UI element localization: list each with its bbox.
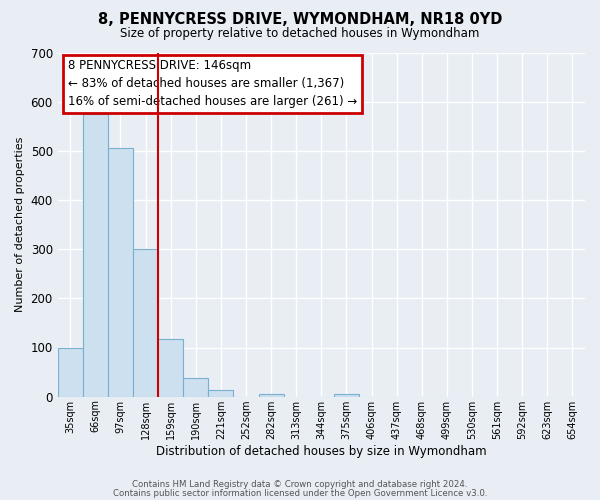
Bar (183, 378, 208, 396)
Bar (334, 394, 359, 396)
Text: Contains public sector information licensed under the Open Government Licence v3: Contains public sector information licen… (113, 490, 487, 498)
Bar (133, 249, 158, 396)
Bar (259, 394, 284, 396)
Bar (58, 348, 83, 397)
Text: Size of property relative to detached houses in Wymondham: Size of property relative to detached ho… (121, 28, 479, 40)
Text: Contains HM Land Registry data © Crown copyright and database right 2024.: Contains HM Land Registry data © Crown c… (132, 480, 468, 489)
Text: 8, PENNYCRESS DRIVE, WYMONDHAM, NR18 0YD: 8, PENNYCRESS DRIVE, WYMONDHAM, NR18 0YD (98, 12, 502, 28)
Bar (108, 148, 133, 396)
Bar (208, 390, 233, 396)
Bar (83, 114, 108, 397)
Bar (158, 338, 183, 396)
Y-axis label: Number of detached properties: Number of detached properties (15, 137, 25, 312)
Text: 8 PENNYCRESS DRIVE: 146sqm
← 83% of detached houses are smaller (1,367)
16% of s: 8 PENNYCRESS DRIVE: 146sqm ← 83% of deta… (68, 60, 358, 108)
X-axis label: Distribution of detached houses by size in Wymondham: Distribution of detached houses by size … (156, 444, 487, 458)
